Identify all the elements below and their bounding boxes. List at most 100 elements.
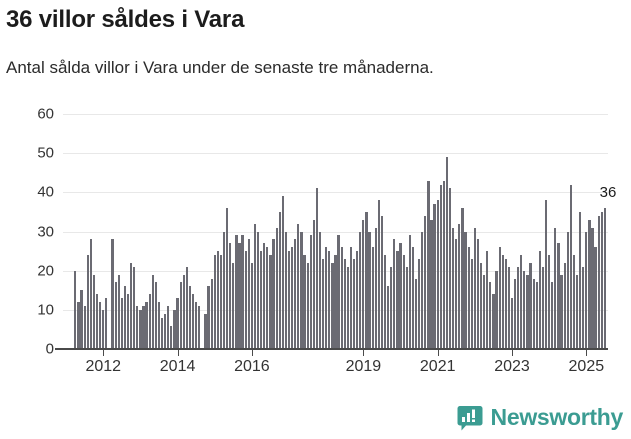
bar <box>278 211 281 349</box>
x-axis-tick-label: 2016 <box>234 358 270 375</box>
bar <box>448 188 452 349</box>
bar <box>99 302 102 349</box>
y-axis-tick-label: 20 <box>37 262 54 280</box>
gridline <box>63 192 608 194</box>
bar <box>359 231 362 349</box>
bar <box>377 200 380 349</box>
bar <box>383 255 387 349</box>
bar <box>312 219 315 349</box>
bar <box>284 231 288 349</box>
gridline <box>63 231 608 233</box>
bar <box>123 286 127 349</box>
bar <box>520 255 523 349</box>
bar <box>244 251 247 349</box>
y-axis-tick-label: 40 <box>37 183 54 201</box>
bar <box>182 274 185 349</box>
bar <box>501 255 504 349</box>
bar <box>461 208 464 349</box>
bar <box>473 227 476 349</box>
bar <box>439 184 442 349</box>
bar <box>591 227 594 349</box>
bar <box>510 298 514 349</box>
x-axis-tick-label: 2021 <box>419 358 456 375</box>
bar <box>526 274 529 349</box>
bar <box>321 258 325 349</box>
bar <box>331 262 334 349</box>
bar <box>154 282 157 349</box>
bar <box>399 243 402 349</box>
bar <box>266 247 269 349</box>
bar <box>417 258 421 349</box>
bar <box>365 211 368 349</box>
bar <box>405 266 408 349</box>
bar <box>188 286 192 349</box>
bar <box>179 282 182 349</box>
bar <box>476 239 480 349</box>
bar <box>253 223 257 349</box>
bar <box>185 266 188 349</box>
bar <box>563 262 566 349</box>
bar <box>315 188 319 349</box>
bar <box>120 298 123 349</box>
x-axis-tick-label: 2019 <box>345 358 382 375</box>
x-axis-tick-label: 2025 <box>568 358 605 375</box>
x-axis-line <box>55 348 608 350</box>
bar <box>458 223 461 349</box>
bar <box>86 255 89 349</box>
bar <box>498 247 501 349</box>
bar <box>436 200 439 349</box>
bar <box>470 258 473 349</box>
bar <box>219 255 223 349</box>
y-axis-tick-label: 0 <box>45 340 54 358</box>
x-axis-tick <box>512 349 513 356</box>
bar <box>164 313 167 349</box>
bar <box>597 215 600 349</box>
bar <box>445 157 449 349</box>
bar <box>191 294 195 349</box>
bar <box>114 282 117 349</box>
bar <box>111 239 114 349</box>
bar <box>210 278 213 349</box>
bar <box>517 266 520 349</box>
bar <box>548 255 551 349</box>
bar <box>229 243 232 349</box>
x-axis-tick-label: 2014 <box>159 358 196 375</box>
bar <box>195 302 198 349</box>
bar <box>495 270 498 349</box>
bar <box>198 305 201 349</box>
bar <box>346 266 349 349</box>
bar <box>390 266 393 349</box>
x-axis-tick <box>437 349 439 356</box>
bar <box>247 239 250 349</box>
x-axis-tick <box>363 349 365 356</box>
bar <box>572 255 576 349</box>
bar <box>489 282 492 349</box>
newsworthy-logo: Newsworthy <box>457 404 623 431</box>
plot-area <box>55 114 608 350</box>
bar <box>455 239 458 349</box>
bar <box>504 258 507 349</box>
bar <box>297 223 300 349</box>
bar <box>260 251 263 349</box>
bar <box>340 247 343 349</box>
bar <box>256 231 260 349</box>
bar <box>130 262 133 349</box>
bar <box>529 262 532 349</box>
bar <box>80 290 83 349</box>
bar <box>145 302 148 349</box>
bar <box>170 325 173 349</box>
y-axis-tick-label: 10 <box>37 301 54 319</box>
bar <box>551 282 554 349</box>
bar-chart: 0 10 20 30 40 50 60 2012 2014 2016 2019 2021 2023 20… <box>0 100 631 395</box>
bar <box>427 180 430 349</box>
y-axis-tick-label: 30 <box>37 223 54 240</box>
bar <box>136 305 139 349</box>
bar <box>235 235 238 349</box>
bar <box>222 231 226 349</box>
bar <box>207 286 210 349</box>
bar <box>557 243 560 349</box>
bar <box>464 231 467 349</box>
bar <box>263 243 266 349</box>
y-axis-tick-label: 50 <box>37 144 54 162</box>
bar <box>594 247 597 349</box>
